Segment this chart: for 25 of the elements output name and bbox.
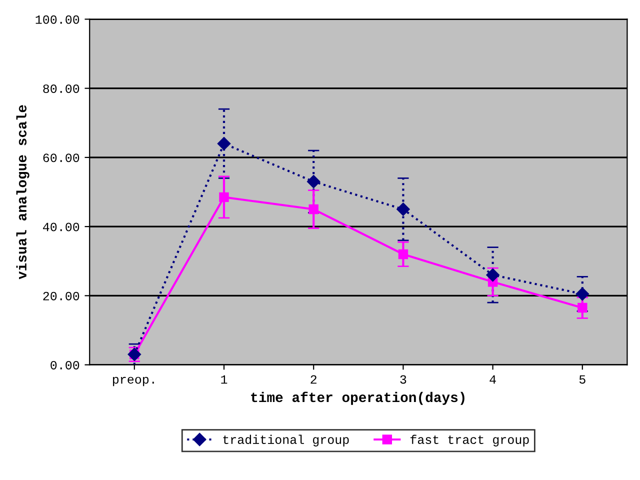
y-tick-label: 80.00 [43,84,80,93]
point [578,302,588,313]
point [217,137,231,150]
x-tick-label: 4 [490,375,496,384]
y-tick-label: 100.00 [36,15,80,24]
y-axis-title: visual analogue scale [16,105,30,280]
y-tick-label: 40.00 [42,222,80,232]
point [307,175,320,188]
legend-label: traditional group [223,434,349,446]
x-tick-label: 1 [221,375,228,384]
point [396,202,410,216]
y-tick-label: 20.00 [43,292,80,300]
x-axis-title: time after operation(days) [251,392,464,405]
point [308,204,318,214]
point [219,192,229,202]
y-tick-label: 0.00 [50,360,80,370]
x-tick-label: 3 [400,375,406,384]
x-tick-label: preop. [112,376,154,386]
y-tick-label: 60.00 [43,154,80,162]
x-tick-label: 2 [310,375,316,384]
point [576,287,589,301]
x-tick-label: 5 [579,375,586,384]
point [398,249,408,260]
point [486,268,500,282]
legend-label: fast tract group [410,434,529,446]
